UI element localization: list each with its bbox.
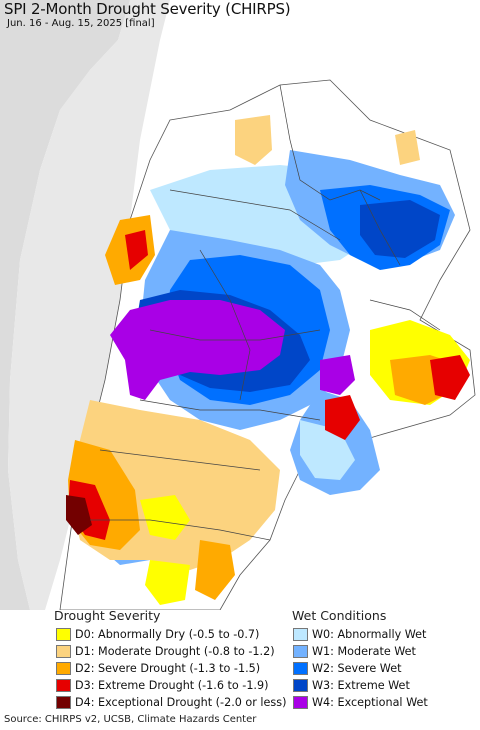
drought-d3-central (325, 395, 360, 440)
drought-d1-north (235, 115, 272, 165)
legend-swatch-d3 (56, 678, 71, 692)
wet-w3-north (360, 200, 440, 258)
legend-item-w0: W0: Abnormally Wet (293, 626, 426, 642)
legend-swatch-d0 (56, 627, 71, 641)
drought-map: SPI 2-Month Drought Severity (CHIRPS) Ju… (0, 0, 480, 610)
map-title: SPI 2-Month Drought Severity (CHIRPS) (4, 0, 291, 18)
legend: Drought Severity Wet Conditions D0: Abno… (0, 608, 480, 712)
legend-label-w0: W0: Abnormally Wet (312, 627, 427, 641)
legend-swatch-w2 (293, 661, 308, 675)
wet-legend-heading: Wet Conditions (292, 608, 387, 623)
legend-label-d1: D1: Moderate Drought (-0.8 to -1.2) (75, 644, 275, 658)
legend-item-d2: D2: Severe Drought (-1.3 to -1.5) (56, 660, 260, 676)
legend-swatch-w0 (293, 627, 308, 641)
legend-swatch-w3 (293, 678, 308, 692)
legend-item-w4: W4: Exceptional Wet (293, 694, 428, 710)
legend-swatch-w1 (293, 644, 308, 658)
drought-d1-northeast (395, 130, 420, 165)
legend-item-d3: D3: Extreme Drought (-1.6 to -1.9) (56, 677, 268, 693)
legend-item-w3: W3: Extreme Wet (293, 677, 410, 693)
legend-label-w2: W2: Severe Wet (312, 661, 402, 675)
chile-region (8, 0, 170, 610)
legend-label-d4: D4: Exceptional Drought (-2.0 or less) (75, 695, 287, 709)
legend-label-d2: D2: Severe Drought (-1.3 to -1.5) (75, 661, 261, 675)
pacific-ocean (0, 0, 130, 610)
legend-label-w1: W1: Moderate Wet (312, 644, 416, 658)
wet-w4-east (320, 355, 355, 395)
legend-swatch-d1 (56, 644, 71, 658)
drought-d3-east (430, 355, 470, 400)
drought-legend-heading: Drought Severity (54, 608, 161, 623)
admin-borders (90, 84, 441, 541)
drought-d0-south (140, 495, 190, 540)
drought-d2-patagonia (195, 540, 235, 600)
legend-item-d4: D4: Exceptional Drought (-2.0 or less) (56, 694, 286, 710)
legend-swatch-d4 (56, 695, 71, 709)
drought-d3-west (125, 230, 148, 270)
legend-label-w4: W4: Exceptional Wet (312, 695, 428, 709)
legend-label-d3: D3: Extreme Drought (-1.6 to -1.9) (75, 678, 269, 692)
atlantic-ocean (255, 395, 480, 610)
legend-item-w1: W1: Moderate Wet (293, 643, 416, 659)
wet-w4-exceptional (110, 300, 285, 400)
drought-d0-patagonia (145, 560, 190, 605)
legend-swatch-w4 (293, 695, 308, 709)
drought-d4-south (66, 495, 92, 535)
atlantic-top (420, 260, 480, 350)
legend-label-w3: W3: Extreme Wet (312, 678, 410, 692)
legend-item-w2: W2: Severe Wet (293, 660, 401, 676)
legend-label-d0: D0: Abnormally Dry (-0.5 to -0.7) (75, 627, 260, 641)
source-credit: Source: CHIRPS v2, UCSB, Climate Hazards… (4, 714, 257, 725)
legend-item-d1: D1: Moderate Drought (-0.8 to -1.2) (56, 643, 275, 659)
map-svg (0, 0, 480, 610)
legend-item-d0: D0: Abnormally Dry (-0.5 to -0.7) (56, 626, 259, 642)
map-subtitle: Jun. 16 - Aug. 15, 2025 [final] (7, 18, 155, 29)
legend-swatch-d2 (56, 661, 71, 675)
